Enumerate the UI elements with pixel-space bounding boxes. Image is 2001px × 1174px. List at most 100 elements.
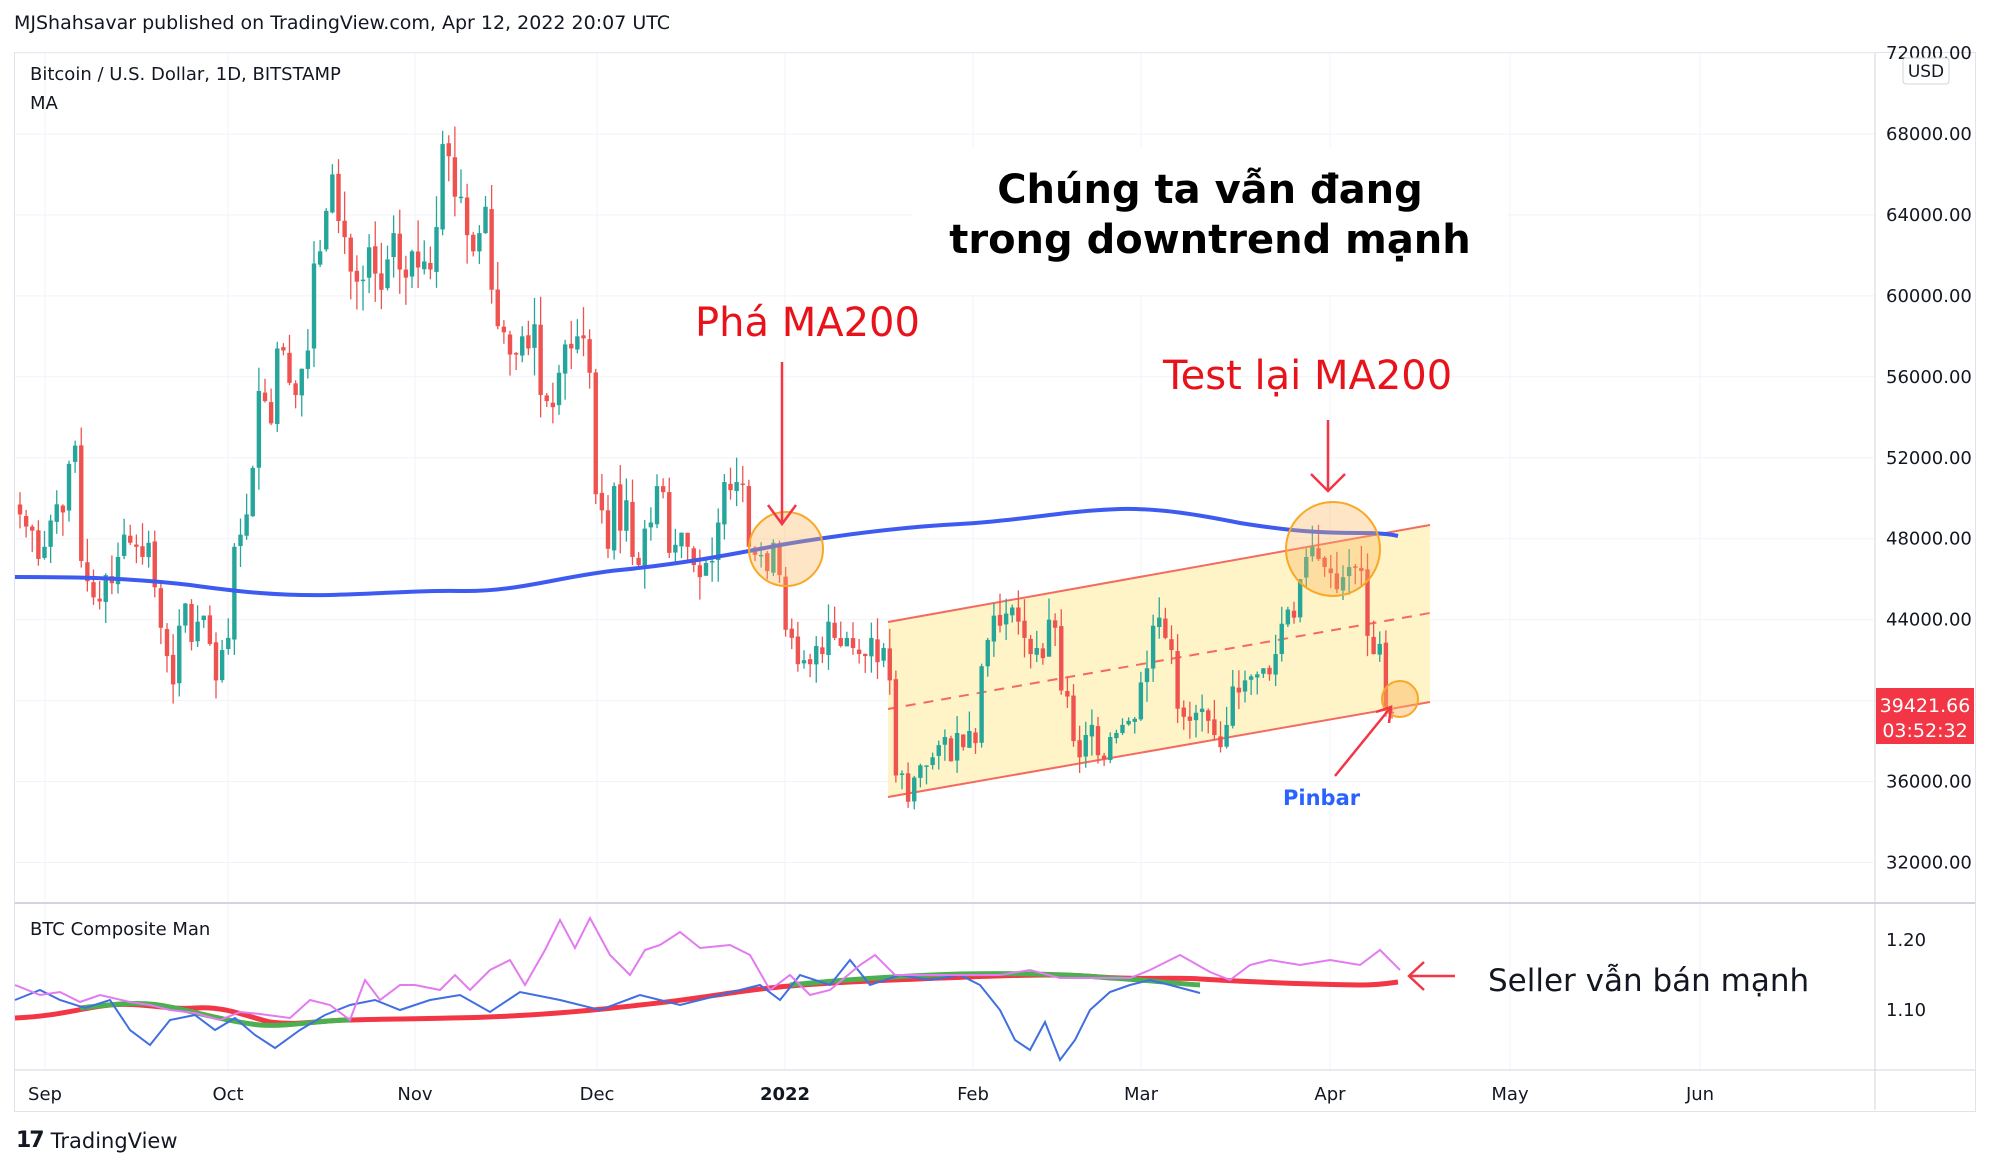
candle — [550, 382, 556, 424]
candle-body — [1114, 733, 1119, 739]
candle — [452, 126, 458, 217]
countdown: 03:52:32 — [1882, 720, 1967, 742]
candle-body — [973, 732, 978, 744]
currency-badge[interactable] — [1902, 57, 1950, 85]
candle-body — [226, 637, 231, 650]
price-tick-label: 52000.00 — [1886, 448, 1972, 469]
candle — [814, 636, 819, 683]
price-tick-label: 64000.00 — [1886, 205, 1972, 226]
candle — [930, 752, 935, 770]
candle-body — [985, 639, 990, 667]
candle — [826, 604, 831, 670]
price-tick-label: 44000.00 — [1886, 610, 1972, 631]
candle-body — [967, 730, 972, 748]
last-price: 39421.66 — [1880, 695, 1971, 717]
candle-body — [905, 773, 911, 802]
candle — [1279, 606, 1284, 662]
candle — [667, 477, 672, 559]
candle-body — [924, 765, 929, 767]
candle — [60, 504, 66, 536]
candle-body — [942, 737, 948, 745]
candle — [642, 520, 647, 589]
price-tick-label: 32000.00 — [1886, 853, 1972, 874]
time-axis[interactable]: Sep Oct Nov Dec 2022 Feb Mar Apr May Jun — [28, 1084, 1714, 1105]
candle-body — [250, 467, 255, 517]
candle-body — [863, 653, 868, 657]
ma200-line[interactable] — [14, 506, 1399, 598]
candle-body — [667, 492, 672, 553]
candle-body — [477, 233, 482, 252]
candle-body — [1144, 668, 1150, 683]
candle — [397, 209, 402, 294]
candle — [961, 734, 966, 751]
candle — [464, 183, 470, 264]
candle-body — [293, 383, 298, 396]
pinbar-arrow — [1334, 706, 1392, 777]
parallel-channel[interactable] — [887, 524, 1431, 798]
candle-body — [195, 621, 200, 642]
candle — [1224, 706, 1229, 749]
candle — [1328, 554, 1333, 589]
candle-body — [354, 270, 360, 282]
candle — [446, 135, 451, 182]
candle — [1010, 604, 1015, 623]
candle — [244, 493, 249, 540]
candle — [1389, 709, 1395, 719]
candle-body — [330, 174, 335, 213]
annotation-arrows — [766, 362, 1455, 991]
candle-body — [1059, 626, 1064, 691]
candle-body — [581, 335, 586, 339]
candle-body — [1028, 638, 1033, 655]
symbol-legend[interactable]: Bitcoin / U.S. Dollar, 1D, BITSTAMP — [30, 64, 341, 85]
candle — [1046, 598, 1052, 657]
indicator-legend[interactable]: MA — [30, 93, 59, 114]
candle — [716, 508, 721, 582]
time-axis-label: Nov — [397, 1084, 432, 1105]
candle — [538, 296, 543, 418]
candlestick-series[interactable] — [17, 126, 1395, 810]
candle — [685, 532, 690, 562]
candle-body — [201, 615, 206, 621]
footer-brand[interactable]: 17 TradingView — [16, 1128, 178, 1153]
candle — [1157, 597, 1162, 639]
candle-body — [1365, 569, 1370, 636]
candle — [611, 482, 617, 560]
candle-body — [1150, 625, 1156, 669]
channel-lower-line[interactable] — [887, 701, 1431, 798]
candle-body — [1334, 573, 1340, 590]
candle-body — [556, 372, 562, 406]
candle-body — [1248, 676, 1254, 680]
candle-body — [489, 209, 494, 290]
candle — [1003, 598, 1009, 640]
candle-body — [685, 532, 690, 547]
indicator-pane-title[interactable]: BTC Composite Man — [30, 919, 210, 940]
channel-upper-line[interactable] — [887, 524, 1431, 623]
candle-body — [238, 534, 243, 547]
candle-body — [1261, 668, 1266, 674]
candle-body — [1371, 636, 1376, 655]
candle-body — [1310, 546, 1315, 557]
candle-body — [1359, 567, 1364, 572]
candle — [1052, 613, 1058, 647]
candle-body — [207, 615, 213, 644]
candle — [581, 307, 586, 357]
candle-body — [158, 588, 164, 628]
candle — [740, 466, 745, 503]
time-axis-label: Mar — [1124, 1084, 1159, 1105]
candle — [501, 320, 507, 344]
candle-body — [97, 598, 102, 602]
candle-body — [1224, 724, 1229, 747]
candle — [587, 329, 592, 389]
candle — [893, 670, 899, 783]
candle — [1199, 694, 1205, 732]
candle-body — [783, 576, 788, 630]
candle-body — [1206, 710, 1211, 721]
candle-body — [856, 649, 862, 655]
time-axis-label: May — [1491, 1084, 1529, 1105]
candle-body — [409, 251, 415, 277]
candle-body — [54, 504, 59, 522]
price-axis[interactable]: 72000.0068000.0064000.0060000.0056000.00… — [1886, 43, 1972, 874]
seller-note: Seller vẫn bán mạnh — [1488, 963, 1809, 999]
break-circle — [748, 511, 824, 587]
